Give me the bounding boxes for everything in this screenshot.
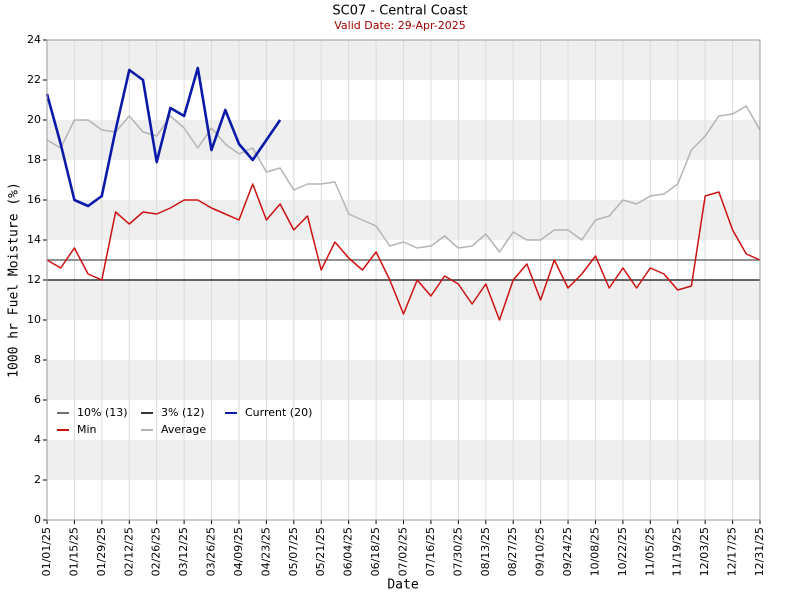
x-tick-label: 09/24/25 [561, 527, 574, 576]
x-tick-label: 07/02/25 [397, 527, 410, 576]
x-tick-label: 06/18/25 [369, 527, 382, 576]
y-tick-label: 16 [27, 193, 41, 206]
x-tick-label: 02/26/25 [150, 527, 163, 576]
y-tick-label: 14 [27, 233, 41, 246]
x-tick-label: 02/12/25 [122, 527, 135, 576]
x-tick-label: 09/10/25 [534, 527, 547, 576]
x-tick-label: 01/15/25 [67, 527, 80, 576]
x-tick-label: 07/16/25 [424, 527, 437, 576]
chart-subtitle: Valid Date: 29-Apr-2025 [334, 19, 466, 32]
x-tick-label: 06/04/25 [342, 527, 355, 576]
y-tick-label: 2 [34, 473, 41, 486]
y-axis-label: 1000 hr Fuel Moisture (%) [7, 182, 22, 378]
y-tick-label: 18 [27, 153, 41, 166]
y-tick-label: 0 [34, 513, 41, 526]
x-tick-label: 01/01/25 [40, 527, 53, 576]
x-tick-label: 04/09/25 [232, 527, 245, 576]
x-tick-label: 10/08/25 [588, 527, 601, 576]
series-line [45, 66, 282, 208]
chart-title: SC07 - Central Coast [332, 4, 467, 19]
x-tick-label: 11/05/25 [643, 527, 656, 576]
y-tick-label: 22 [27, 73, 41, 86]
x-tick-label: 03/26/25 [205, 527, 218, 576]
y-tick-label: 10 [27, 313, 41, 326]
x-tick-label: 10/22/25 [616, 527, 629, 576]
x-tick-label: 12/03/25 [698, 527, 711, 576]
x-tick-label: 12/31/25 [753, 527, 766, 576]
x-tick-label: 05/21/25 [314, 527, 327, 576]
y-tick-label: 24 [27, 33, 41, 46]
x-axis-label: Date [387, 578, 418, 593]
legend-label: Average [161, 423, 206, 436]
y-tick-label: 20 [27, 113, 41, 126]
series-line [46, 183, 761, 321]
x-tick-label: 11/19/25 [671, 527, 684, 576]
legend-label: Current (20) [245, 406, 312, 419]
x-tick-label: 03/12/25 [177, 527, 190, 576]
legend-label: 10% (13) [77, 406, 128, 419]
x-tick-label: 08/13/25 [479, 527, 492, 576]
y-tick-label: 6 [34, 393, 41, 406]
y-tick-label: 12 [27, 273, 41, 286]
plot-frame [46, 39, 761, 521]
x-tick-label: 12/17/25 [726, 527, 739, 576]
x-tick-label: 01/29/25 [95, 527, 108, 576]
legend-label: 3% (12) [161, 406, 205, 419]
x-tick-label: 05/07/25 [287, 527, 300, 576]
x-tick-label: 04/23/25 [259, 527, 272, 576]
legend-label: Min [77, 423, 97, 436]
x-tick-label: 07/30/25 [451, 527, 464, 576]
y-tick-label: 4 [34, 433, 41, 446]
x-tick-label: 08/27/25 [506, 527, 519, 576]
y-tick-label: 8 [34, 353, 41, 366]
